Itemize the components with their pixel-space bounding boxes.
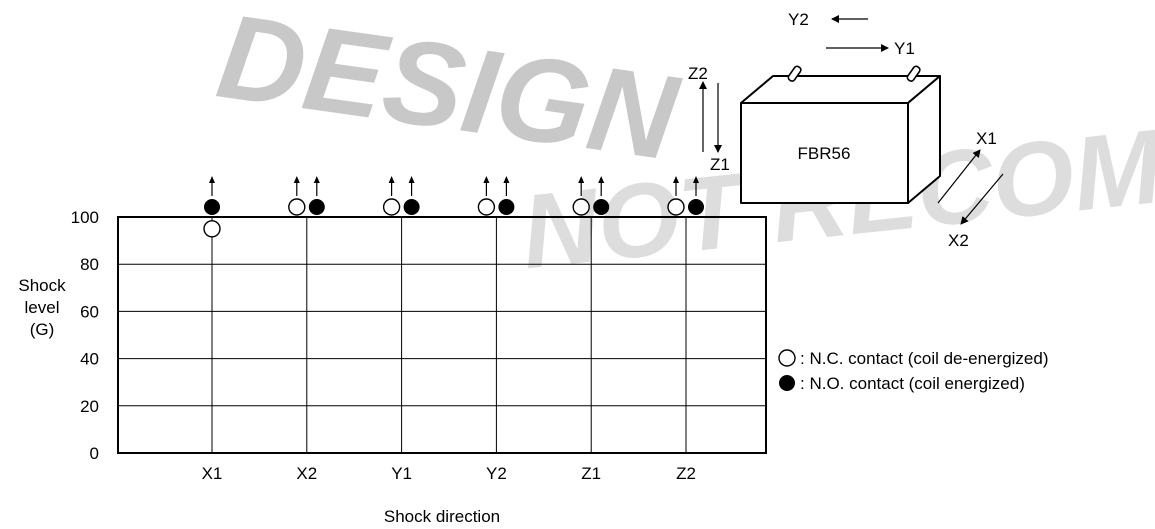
marker-nc [203,220,221,238]
relay-terminal-1 [787,65,802,82]
y-tick-label: 20 [80,397,99,416]
marker-no [308,199,325,215]
x-tick-label: Z1 [581,464,601,483]
y-axis-title: Shock level (G) [18,276,66,339]
relay-box [740,75,941,204]
y-tick-label: 80 [80,255,99,274]
marker-nc [288,198,306,216]
legend-open-circle-icon [778,349,796,367]
x-tick-labels: X1 X2 Y1 Y2 Z1 Z2 [202,464,696,483]
y-tick-label: 0 [90,444,99,463]
x-tick-label: X1 [202,464,223,483]
axis-label-y2: Y2 [788,10,809,29]
chart-grid [118,217,766,453]
exceeds-arrow-no [209,176,215,183]
exceeds-arrow-nc [388,176,395,183]
exceeds-arrow-nc [483,176,490,183]
arrow-x2 [960,173,1004,225]
relay-terminals [787,65,921,82]
exceeds-arrow-no [598,176,605,183]
x-tick-label: X2 [296,464,317,483]
y-axis-title-line-3: (G) [30,320,55,339]
marker-no [688,199,704,215]
y-axis-title-line-2: level [25,298,60,317]
marker-nc [572,198,590,216]
y-tick-label: 100 [71,208,99,227]
y-tick-label: 60 [80,302,99,321]
relay-orientation-diagram: FBR56 Y2 Y1 Z2 Z1 X1 X2 [688,10,1004,250]
axis-label-x2: X2 [948,231,969,250]
y-tick-label: 40 [80,350,99,369]
watermark-line-1: DESIGN [210,0,687,186]
relay-terminal-2 [906,65,921,82]
exceeds-arrow-no [313,176,320,183]
axis-label-x1: X1 [976,129,997,148]
axis-label-z1: Z1 [710,155,730,174]
axis-label-z2: Z2 [688,64,708,83]
x-tick-label: Z2 [676,464,696,483]
relay-box-front-face [740,102,909,204]
legend-filled-circle-icon [779,375,795,391]
data-markers [203,176,704,238]
relay-label: FBR56 [798,144,851,163]
arrow-x1 [937,149,981,204]
y-tick-labels: 0 20 40 60 80 100 [71,208,99,463]
legend-entry-no: : N.O. contact (coil energized) [800,374,1025,393]
marker-nc [667,198,685,216]
marker-nc [382,198,401,216]
marker-no [204,199,220,215]
exceeds-arrow-nc [578,176,585,183]
exceeds-arrow-nc [293,176,300,183]
x-axis-title: Shock direction [384,507,500,526]
exceeds-arrow-no [503,176,510,183]
legend: : N.C. contact (coil de-energized) : N.O… [778,349,1049,393]
marker-nc [477,198,496,216]
axis-label-y1: Y1 [894,39,915,58]
exceeds-arrow-no [408,176,415,183]
x-tick-label: Y2 [486,464,507,483]
exceeds-arrow-no [693,176,699,183]
exceeds-arrow-nc [673,176,679,183]
marker-no [593,199,610,215]
x-tick-label: Y1 [391,464,412,483]
y-axis-title-line-1: Shock [18,276,66,295]
watermark: DESIGN NOT RECOMMENDED FOR NEW [210,0,1155,291]
legend-entry-nc: : N.C. contact (coil de-energized) [800,349,1049,368]
marker-no [403,199,420,215]
plot-area-frame [117,216,767,454]
marker-no [498,199,515,215]
